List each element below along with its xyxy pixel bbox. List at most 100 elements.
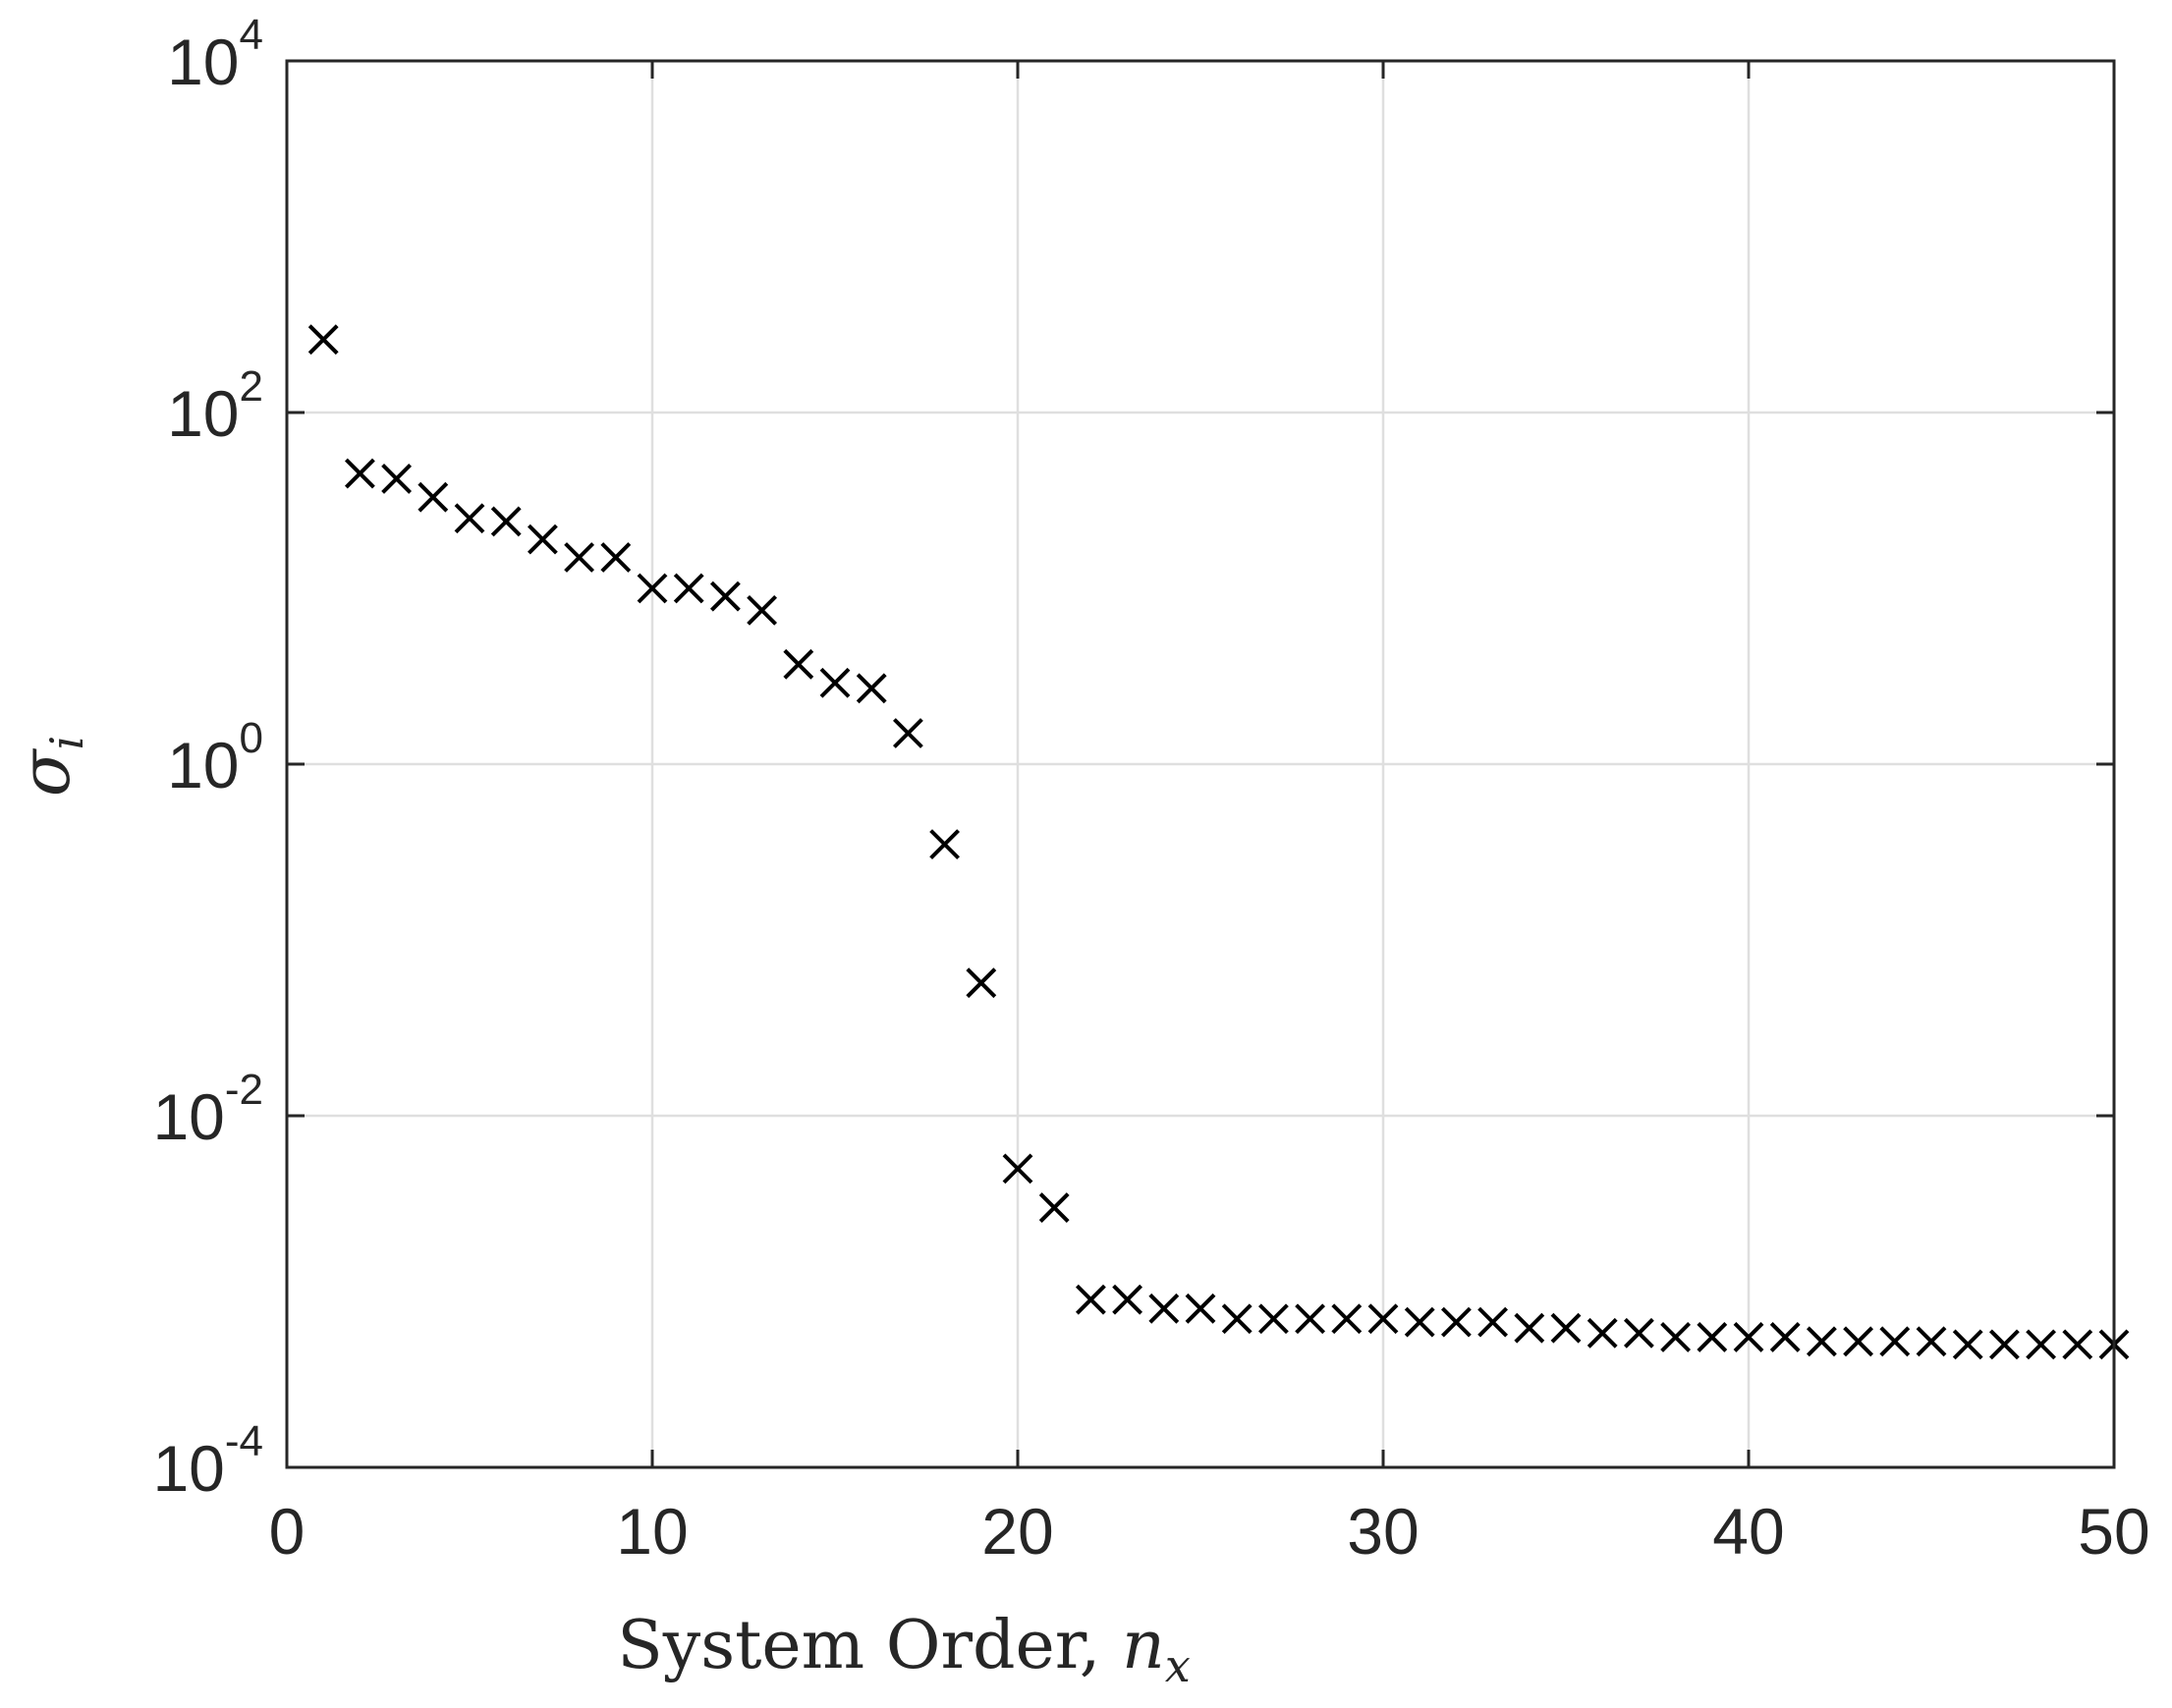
data-point-stroke xyxy=(1038,1192,1070,1224)
data-point xyxy=(1879,1326,1911,1357)
data-point xyxy=(454,503,485,534)
data-point xyxy=(1477,1306,1509,1338)
y-axis-title-sub: i xyxy=(40,736,93,750)
x-tick-label: 50 xyxy=(2078,1495,2149,1568)
y-tick-label-exponent: 2 xyxy=(240,362,263,411)
y-tick-label-base: 10 xyxy=(152,1432,224,1505)
y-tick-label: 10-2 xyxy=(152,1066,263,1153)
data-point-stroke xyxy=(1952,1329,1983,1360)
data-point xyxy=(600,542,632,573)
data-point xyxy=(1514,1312,1545,1344)
data-point xyxy=(344,458,375,489)
data-point-stroke xyxy=(1514,1312,1545,1344)
data-point xyxy=(709,580,741,612)
data-point-stroke xyxy=(381,464,413,494)
data-points xyxy=(307,324,2130,1360)
data-point xyxy=(892,718,923,748)
x-axis-title-var: n xyxy=(1122,1607,1165,1684)
data-point xyxy=(1916,1326,1947,1357)
data-point xyxy=(1075,1284,1106,1315)
y-tick-label-base: 10 xyxy=(167,377,239,450)
data-point xyxy=(1221,1303,1253,1335)
data-point-stroke xyxy=(1769,1322,1801,1352)
y-tick-label-base: 10 xyxy=(167,26,239,98)
data-point xyxy=(307,324,339,356)
data-point-stroke xyxy=(673,573,704,604)
data-point-stroke xyxy=(2026,1329,2057,1360)
data-point-stroke xyxy=(490,506,522,537)
data-point xyxy=(1148,1293,1180,1324)
y-tick-label-base: 10 xyxy=(152,1080,224,1153)
x-tick-label: 30 xyxy=(1347,1495,1419,1568)
y-axis-title: σi xyxy=(5,736,93,798)
data-point-stroke xyxy=(1733,1322,1764,1352)
data-point xyxy=(1733,1322,1764,1352)
data-point-stroke xyxy=(1257,1303,1289,1335)
data-point xyxy=(783,648,814,680)
data-point xyxy=(490,506,522,537)
y-tick-label: 104 xyxy=(167,11,263,98)
data-point xyxy=(527,523,558,555)
data-point-stroke xyxy=(527,523,558,555)
data-point-stroke xyxy=(1697,1322,1728,1352)
y-tick-label-exponent: -2 xyxy=(225,1066,263,1114)
data-point-stroke xyxy=(1295,1303,1326,1335)
data-point-stroke xyxy=(1002,1153,1033,1185)
data-point-stroke xyxy=(1660,1322,1692,1352)
data-point xyxy=(1623,1317,1654,1349)
data-point-stroke xyxy=(2062,1329,2093,1360)
data-point-stroke xyxy=(1806,1326,1837,1357)
data-point-stroke xyxy=(564,542,595,573)
x-tick-label: 10 xyxy=(616,1495,688,1568)
data-point xyxy=(1038,1192,1070,1224)
y-tick-label: 102 xyxy=(167,362,263,450)
data-point-stroke xyxy=(454,503,485,534)
data-point xyxy=(1331,1303,1363,1335)
data-point-stroke xyxy=(1112,1284,1143,1315)
x-tick-label: 40 xyxy=(1712,1495,1784,1568)
data-point-stroke xyxy=(1587,1317,1618,1349)
data-point xyxy=(856,673,887,704)
x-tick-label: 20 xyxy=(981,1495,1053,1568)
data-point-stroke xyxy=(1550,1312,1582,1344)
y-tick-label-exponent: 4 xyxy=(240,11,263,59)
data-point-stroke xyxy=(1367,1303,1399,1335)
data-point xyxy=(637,573,668,604)
data-point-stroke xyxy=(344,458,375,489)
data-point-stroke xyxy=(1075,1284,1106,1315)
data-point-stroke xyxy=(1988,1329,2020,1360)
y-tick-label-exponent: -4 xyxy=(225,1417,263,1465)
data-point xyxy=(929,829,961,860)
data-point-stroke xyxy=(929,829,961,860)
data-point xyxy=(1843,1326,1874,1357)
data-point-stroke xyxy=(637,573,668,604)
y-tick-label-exponent: 0 xyxy=(240,714,263,762)
data-point xyxy=(1988,1329,2020,1360)
data-point-stroke xyxy=(1477,1306,1509,1338)
data-point-stroke xyxy=(1440,1306,1472,1338)
data-point-stroke xyxy=(709,580,741,612)
data-point xyxy=(1660,1322,1692,1352)
data-point xyxy=(966,967,997,999)
data-point xyxy=(1257,1303,1289,1335)
x-tick-labels: 0 10 20 30 40 50 xyxy=(269,1495,2150,1568)
data-point xyxy=(1440,1306,1472,1338)
data-point xyxy=(1112,1284,1143,1315)
data-point-stroke xyxy=(1331,1303,1363,1335)
data-point-stroke xyxy=(966,967,997,999)
y-tick-label: 10-4 xyxy=(152,1417,263,1505)
data-point xyxy=(381,464,413,494)
data-point xyxy=(1806,1326,1837,1357)
data-point xyxy=(2026,1329,2057,1360)
data-point-stroke xyxy=(747,594,778,626)
y-tick-label-base: 10 xyxy=(167,729,239,801)
data-point-stroke xyxy=(783,648,814,680)
data-point xyxy=(1952,1329,1983,1360)
y-axis-title-var: σ xyxy=(5,747,85,797)
data-point-stroke xyxy=(1185,1293,1216,1324)
data-point xyxy=(819,667,851,698)
data-point-stroke xyxy=(1404,1306,1435,1338)
data-point xyxy=(1769,1322,1801,1352)
data-point xyxy=(1404,1306,1435,1338)
grid xyxy=(287,61,2114,1467)
